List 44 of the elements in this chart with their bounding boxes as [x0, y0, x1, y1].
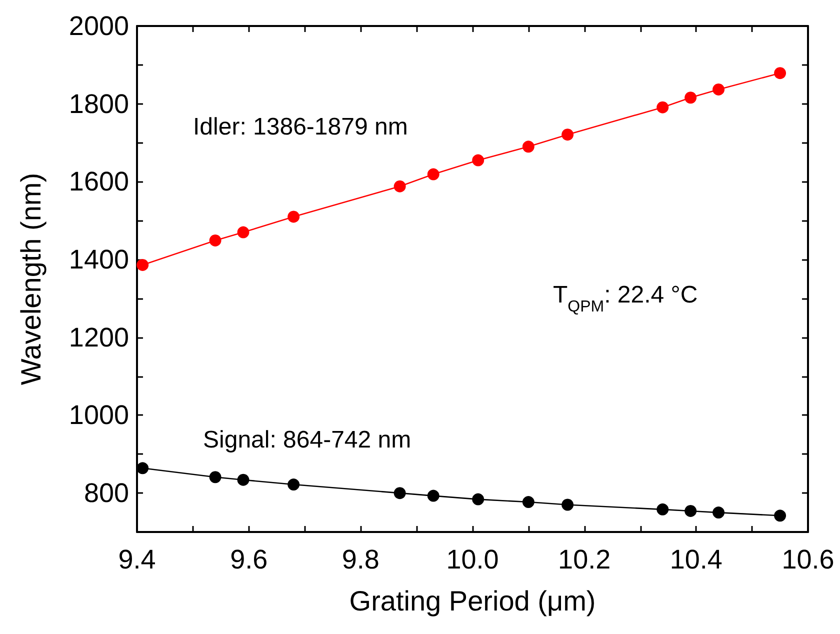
- point: [136, 258, 149, 271]
- point: [712, 506, 725, 519]
- point: [774, 67, 786, 80]
- x-tick-label: 10.4: [670, 544, 722, 574]
- y-axis-title: Wavelength (nm): [16, 172, 46, 386]
- x-tick-label: 9.6: [230, 544, 268, 574]
- x-axis-title: Grating Period (μm): [349, 586, 596, 616]
- point: [656, 503, 669, 516]
- text: 10.0: [446, 544, 499, 574]
- x-tick-label: 10.2: [558, 544, 611, 574]
- point: [427, 168, 440, 180]
- point: [656, 101, 669, 114]
- point: [394, 487, 406, 500]
- y-tick-label: 1200: [68, 322, 129, 352]
- y-tick-label: 800: [84, 478, 129, 508]
- point: [522, 140, 534, 153]
- y-tick-label: 2000: [68, 11, 129, 41]
- x-tick-label: 9.8: [342, 544, 380, 574]
- point: [712, 83, 725, 96]
- point: [562, 128, 574, 141]
- point: [237, 226, 250, 238]
- point: [394, 180, 406, 192]
- point: [472, 493, 484, 506]
- y-tick-label: 1800: [68, 88, 129, 119]
- point: [684, 504, 697, 517]
- point: [427, 490, 440, 502]
- x-tick-label: 10.6: [782, 544, 834, 574]
- y-tick-label: 1000: [68, 400, 129, 430]
- y-tick-label: 1600: [68, 166, 129, 197]
- annotation: Idler: 1386-1879 nm: [193, 114, 408, 140]
- point: [774, 510, 786, 522]
- annotation: Signal: 864-742 nm: [203, 426, 412, 454]
- point: [472, 154, 484, 166]
- point: [684, 92, 697, 104]
- point: [562, 498, 574, 511]
- point: [209, 234, 222, 246]
- point: [237, 474, 250, 486]
- point: [288, 210, 300, 223]
- y-tick-label: 1400: [68, 244, 129, 275]
- x-tick-label: 9.4: [118, 544, 156, 574]
- point: [209, 471, 222, 484]
- point: [136, 462, 149, 474]
- point: [522, 496, 534, 508]
- point: [288, 478, 300, 491]
